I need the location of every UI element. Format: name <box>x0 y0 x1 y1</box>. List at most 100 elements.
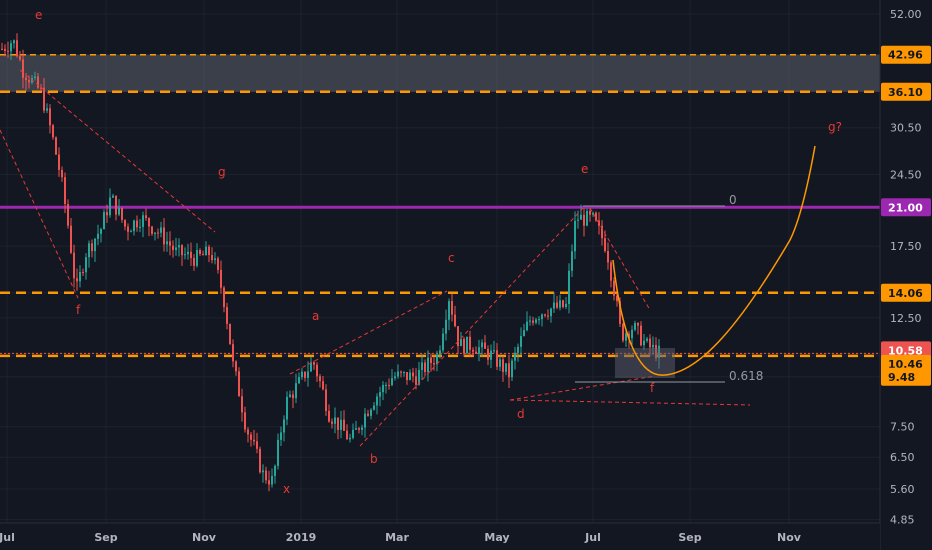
wave-label-g?: g? <box>828 120 842 134</box>
price-tick-label: 24.50 <box>890 168 922 181</box>
price-tick-label: 30.50 <box>890 122 922 135</box>
candle-body <box>40 87 42 89</box>
candle-body <box>49 108 51 126</box>
candle-body <box>334 417 336 424</box>
price-tag-9.48: 9.48 <box>888 371 915 384</box>
price-tick-label: 5.60 <box>890 483 915 496</box>
price-tag-bg-14.06[interactable] <box>881 283 931 302</box>
wave-trendline[interactable] <box>589 207 651 311</box>
candle-body <box>418 369 420 385</box>
candle-body <box>457 326 459 347</box>
candle-body <box>199 250 201 254</box>
candle-body <box>166 241 168 245</box>
candle-body <box>238 371 240 397</box>
candle-body <box>400 371 402 373</box>
target-box[interactable] <box>615 348 675 378</box>
candle-body <box>454 314 456 327</box>
candle-body <box>604 238 606 252</box>
wave-label-e: e <box>35 8 42 22</box>
candle-body <box>352 429 354 438</box>
candle-body <box>430 357 432 364</box>
candle-body <box>346 430 348 440</box>
candle-body <box>118 207 120 215</box>
candle-body <box>433 363 435 365</box>
candle-body <box>82 271 84 273</box>
candle-body <box>61 169 63 178</box>
candle-body <box>37 76 39 88</box>
candle-body <box>307 371 309 378</box>
wave-trendline[interactable] <box>509 375 656 401</box>
time-tick-label: Jul <box>0 531 15 544</box>
candle-body <box>373 405 375 410</box>
candle-body <box>43 87 45 111</box>
time-tick-label: May <box>484 531 509 544</box>
candle-body <box>247 429 249 435</box>
candle-body <box>625 333 627 341</box>
candle-body <box>22 59 24 78</box>
candle-body <box>496 350 498 367</box>
candle-body <box>310 362 312 372</box>
candle-body <box>427 357 429 373</box>
time-tick-label: Jul <box>584 531 601 544</box>
candle-body <box>103 212 105 230</box>
candle-body <box>652 344 654 348</box>
price-tag-bg-21.00[interactable] <box>881 198 931 217</box>
candle-body <box>385 384 387 386</box>
price-tag-bg-42.96[interactable] <box>881 45 931 64</box>
candle-body <box>259 448 261 473</box>
time-axis-panel[interactable] <box>0 523 880 550</box>
candle-body <box>463 338 465 354</box>
wave-label-f: f <box>650 381 655 395</box>
candle-body <box>442 333 444 351</box>
candle-body <box>322 381 324 390</box>
projection-curve[interactable] <box>612 145 816 376</box>
candle-body <box>406 372 408 381</box>
candle-body <box>421 362 423 370</box>
candle-body <box>262 470 264 473</box>
wave-trendline[interactable] <box>509 399 751 406</box>
candle-body <box>289 394 291 397</box>
price-tag-bg-36.10[interactable] <box>881 82 931 101</box>
price-tag-bg-9.48[interactable] <box>881 367 931 386</box>
candle-body <box>511 360 513 378</box>
wave-label-g: g <box>218 165 226 179</box>
candle-body <box>475 351 477 354</box>
candle-body <box>646 338 648 341</box>
candle-body <box>184 254 186 256</box>
wave-trendline[interactable] <box>359 205 586 447</box>
candle-body <box>325 389 327 411</box>
wave-label-b: b <box>370 452 378 466</box>
candle-body <box>364 413 366 428</box>
candle-body <box>172 245 174 251</box>
candle-body <box>292 394 294 399</box>
candle-body <box>577 219 579 221</box>
candle-body <box>67 203 69 226</box>
candle-body <box>412 372 414 377</box>
candle-body <box>340 419 342 430</box>
candle-body <box>565 303 567 308</box>
candle-body <box>394 376 396 379</box>
wave-trendline[interactable] <box>289 290 448 375</box>
candle-body <box>544 314 546 316</box>
candle-body <box>445 319 447 334</box>
candle-body <box>232 344 234 362</box>
candle-body <box>235 361 237 372</box>
candle-body <box>193 258 195 266</box>
time-tick-label: Mar <box>385 531 409 544</box>
fib-label-0: 0 <box>729 193 737 207</box>
time-tick-label: Nov <box>192 531 217 544</box>
wave-trendline[interactable] <box>0 129 79 299</box>
candle-body <box>595 212 597 221</box>
wave-label-e: e <box>581 162 588 176</box>
candle-body <box>7 50 9 52</box>
candle-body <box>130 231 132 233</box>
candle-body <box>337 417 339 430</box>
candle-body <box>520 336 522 347</box>
candle-body <box>616 295 618 302</box>
price-axis-panel[interactable] <box>880 0 932 550</box>
candle-body <box>493 350 495 352</box>
wave-trendline[interactable] <box>19 69 216 233</box>
candle-body <box>481 342 483 348</box>
